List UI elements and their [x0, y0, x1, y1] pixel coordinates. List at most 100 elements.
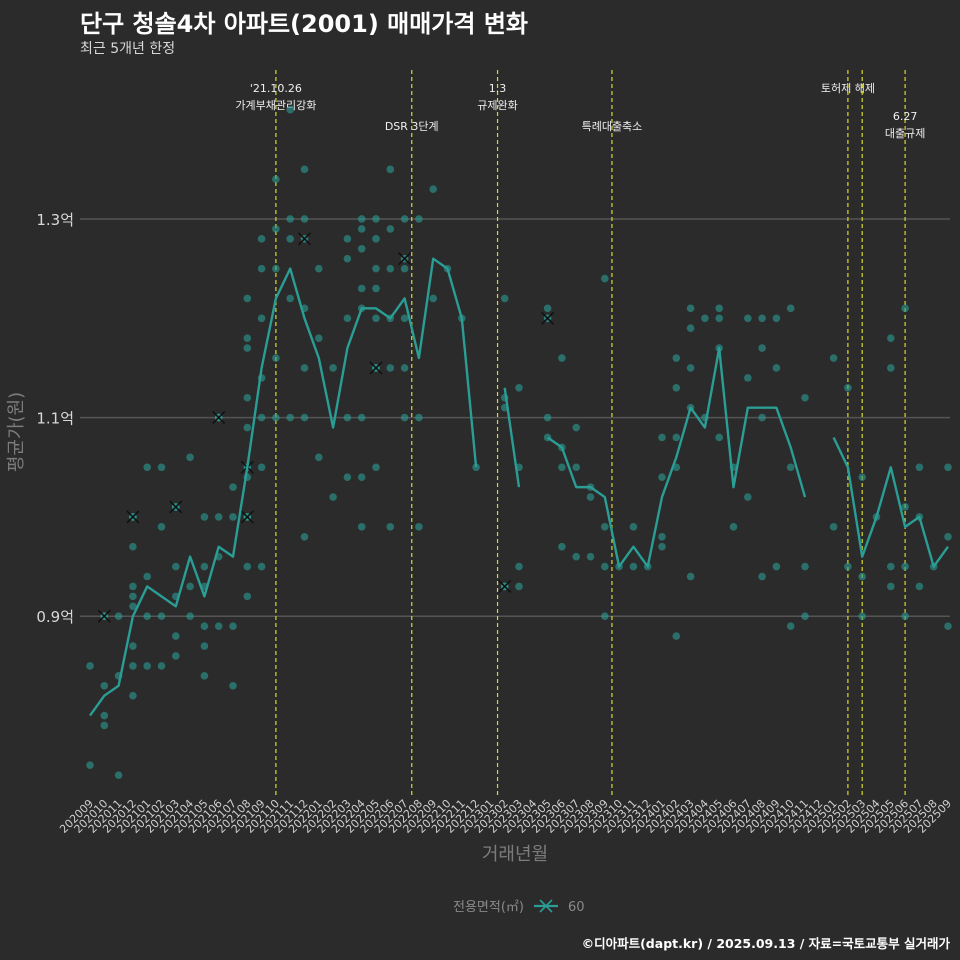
data-point [415, 523, 423, 531]
data-point [901, 612, 909, 621]
data-point [286, 215, 295, 223]
data-point [500, 294, 509, 303]
data-point [758, 314, 766, 323]
data-point [772, 314, 781, 323]
data-point [400, 413, 409, 422]
data-point [715, 304, 723, 313]
data-point [658, 433, 666, 442]
data-point [357, 225, 366, 233]
data-point [357, 523, 366, 531]
transaction-points [86, 105, 952, 779]
data-point [329, 364, 337, 372]
data-point [772, 562, 781, 571]
data-point [100, 721, 109, 730]
data-point [758, 344, 766, 352]
data-point [586, 493, 595, 501]
data-point [286, 294, 295, 303]
data-point [915, 582, 924, 591]
data-point [672, 433, 681, 442]
y-tick-label: 1.3억 [36, 211, 74, 229]
data-point [272, 225, 280, 233]
data-point [243, 334, 252, 342]
data-point [214, 622, 223, 630]
data-point [372, 463, 380, 472]
data-point [343, 254, 352, 263]
data-point [400, 264, 409, 273]
data-point [887, 334, 895, 342]
cross-marker [97, 609, 111, 623]
data-point [901, 304, 909, 313]
chart-subtitle: 최근 5개년 한정 [80, 41, 176, 57]
data-point [343, 473, 352, 481]
data-point [915, 463, 924, 472]
data-point [572, 423, 580, 432]
data-point [386, 364, 395, 372]
data-point [300, 532, 309, 541]
data-point [129, 592, 137, 601]
data-point [172, 562, 180, 571]
data-point [601, 523, 609, 531]
data-point [715, 433, 723, 442]
source-credit: ©디아파트(dapt.kr) / 2025.09.13 / 자료=국토교통부 실… [581, 936, 950, 951]
data-point [515, 562, 523, 571]
data-point [844, 384, 852, 392]
data-point [186, 453, 194, 462]
data-point [386, 523, 395, 531]
data-point [829, 354, 838, 362]
data-point [715, 314, 723, 323]
data-point [729, 523, 738, 531]
data-point [686, 324, 695, 333]
data-point [343, 413, 352, 422]
data-point [272, 175, 280, 184]
data-point [114, 771, 123, 779]
data-point [243, 294, 252, 303]
data-point [786, 304, 795, 313]
data-point [272, 413, 280, 422]
data-point [786, 463, 795, 472]
data-point [229, 681, 237, 690]
y-tick-label: 0.9억 [36, 608, 74, 626]
data-point [243, 562, 252, 571]
data-point [601, 612, 609, 621]
cross-marker [212, 411, 226, 425]
data-point [572, 463, 580, 472]
data-point [672, 384, 681, 392]
data-point [658, 473, 666, 481]
series-line-segment [832, 436, 949, 568]
data-point [829, 523, 838, 531]
data-point [157, 662, 166, 670]
data-point [558, 542, 566, 551]
cross-marker [126, 510, 140, 524]
data-point [229, 513, 237, 521]
data-point [186, 582, 194, 591]
data-point [372, 314, 380, 323]
data-point [672, 354, 681, 362]
data-point [329, 493, 337, 501]
data-point [129, 542, 137, 551]
data-point [429, 294, 438, 303]
y-tick-label: 1.1억 [36, 410, 74, 428]
data-point [858, 473, 866, 481]
data-point [887, 364, 895, 372]
data-point [229, 483, 237, 491]
data-point [887, 562, 895, 571]
event-annotation: DSR 3단계 [385, 120, 439, 133]
data-point [372, 284, 380, 293]
data-point [601, 274, 609, 283]
data-point [143, 463, 151, 472]
data-point [300, 165, 309, 174]
data-point [758, 413, 766, 422]
data-point [300, 215, 309, 223]
data-point [758, 572, 766, 581]
data-point [343, 235, 352, 243]
data-point [315, 453, 323, 462]
data-point [400, 215, 409, 223]
series-line-segment [546, 346, 807, 568]
data-point [686, 364, 695, 372]
data-point [601, 562, 609, 571]
cross-marker [498, 579, 512, 594]
event-annotation: 6.27 대출규제 [885, 110, 925, 140]
data-point [243, 344, 252, 352]
data-point [257, 413, 266, 422]
data-point [786, 622, 795, 630]
